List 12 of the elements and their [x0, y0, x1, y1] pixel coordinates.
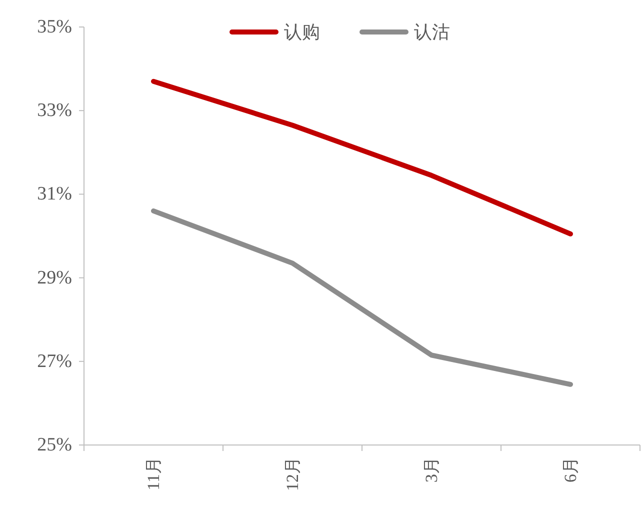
- legend-label: 认购: [284, 22, 320, 42]
- y-tick-label: 29%: [37, 267, 72, 288]
- x-tick-label: 12月: [283, 457, 302, 491]
- y-tick-label: 31%: [37, 184, 72, 205]
- x-tick-label: 3月: [422, 457, 441, 482]
- legend-label: 认沽: [414, 22, 450, 42]
- y-tick-label: 27%: [37, 350, 72, 372]
- y-tick-label: 35%: [37, 16, 72, 38]
- y-tick-label: 25%: [37, 434, 72, 456]
- y-tick-label: 33%: [37, 100, 72, 122]
- x-tick-label: 6月: [561, 457, 580, 482]
- x-tick-label: 11月: [144, 457, 163, 490]
